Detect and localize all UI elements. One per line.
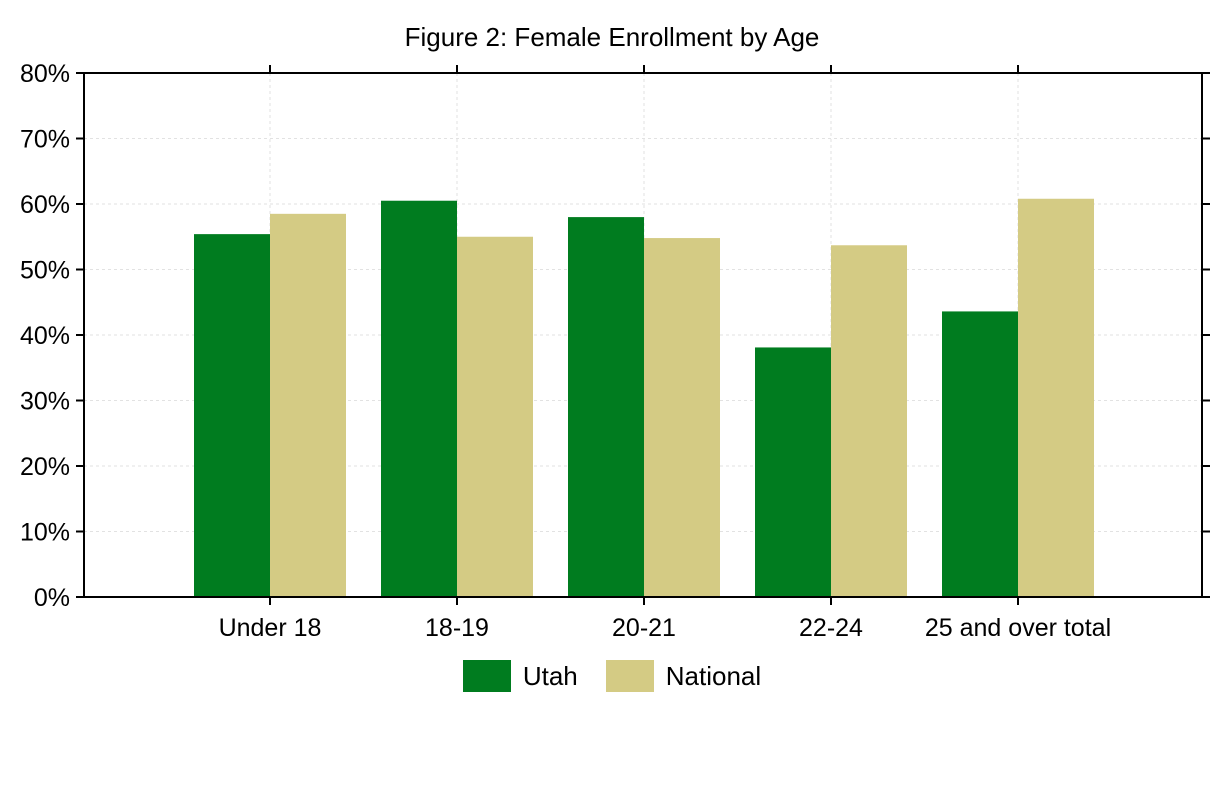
y-tick-label: 40% <box>20 322 70 350</box>
legend-label: National <box>665 660 762 691</box>
bar-utah-0 <box>194 234 270 597</box>
legend-item-utah: Utah <box>462 660 578 692</box>
legend-swatch <box>462 660 511 692</box>
axis-layer: 0% 10% 20% 30% 40% 50% 60% 70% 80% Under 18 18-19 2… <box>20 60 1210 642</box>
y-tick-label: 20% <box>20 453 70 481</box>
bar-national-1 <box>457 236 533 597</box>
bar-national-2 <box>644 238 720 597</box>
plot-frame <box>83 72 1203 598</box>
x-tick-label: 20-21 <box>612 614 676 642</box>
bar-utah-1 <box>381 200 457 597</box>
bar-utah-3 <box>755 347 831 597</box>
y-tick-label: 0% <box>34 584 70 612</box>
chart-title: Figure 2: Female Enrollment by Age <box>404 22 820 52</box>
bars-layer <box>194 198 1094 597</box>
y-tick-label: 10% <box>20 519 70 547</box>
x-tick-label: 18-19 <box>425 614 489 642</box>
bar-utah-2 <box>568 217 644 597</box>
y-tick-label: 50% <box>20 257 70 285</box>
bar-national-0 <box>270 213 346 597</box>
y-tick-label: 70% <box>20 126 70 154</box>
y-tick-label: 80% <box>20 60 70 88</box>
legend-label: Utah <box>522 660 578 691</box>
y-tick-label: 30% <box>20 388 70 416</box>
x-tick-label: 22-24 <box>799 614 863 642</box>
y-tick-label: 60% <box>20 191 70 219</box>
legend-item-national: National <box>605 660 762 692</box>
x-tick-label: 25 and over total <box>925 614 1111 642</box>
bar-national-4 <box>1018 198 1094 597</box>
legend: Utah National <box>0 660 1224 692</box>
legend-swatch <box>605 660 654 692</box>
x-tick-label: Under 18 <box>219 614 322 642</box>
bar-national-3 <box>831 245 907 597</box>
bar-utah-4 <box>942 311 1018 597</box>
